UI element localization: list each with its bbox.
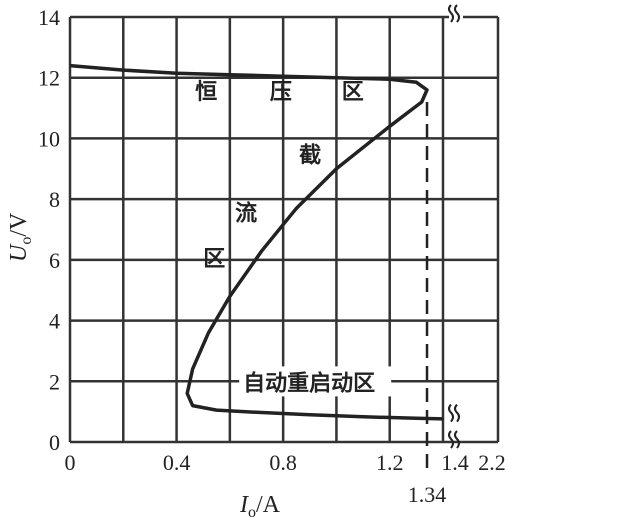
axis-break-icon <box>448 403 454 423</box>
zone-annotation: 区 <box>342 80 364 105</box>
y-tick-label: 8 <box>49 187 60 212</box>
y-tick-label: 12 <box>38 66 60 91</box>
zone-annotation: 截 <box>299 144 321 169</box>
x-tick-label: 1.4 <box>441 450 469 475</box>
x-tick-label: 1.2 <box>376 450 404 475</box>
zone-annotation: 恒 <box>195 79 217 105</box>
zone-annotation: 区 <box>203 247 225 272</box>
y-tick-label: 2 <box>49 369 60 394</box>
x-tick-label: 0.4 <box>163 450 191 475</box>
axis-break-icon <box>454 403 460 423</box>
x-tick-label: 0.8 <box>269 450 297 475</box>
x-axis-label: Io/A <box>239 492 281 519</box>
x-tick-label: 0 <box>65 450 76 475</box>
marker-label: 1.34 <box>408 482 447 507</box>
series-line <box>69 63 444 421</box>
zone-annotation: 压 <box>270 80 292 105</box>
y-tick-label: 0 <box>49 430 60 455</box>
axis-break-icon <box>448 4 454 23</box>
y-tick-label: 6 <box>49 248 60 273</box>
y-tick-label: 14 <box>38 5 60 30</box>
zone-annotation: 自动重启动区 <box>243 370 375 396</box>
y-tick-label: 4 <box>49 309 60 334</box>
axis-break-icon <box>448 430 454 449</box>
axis-break-icon <box>454 4 460 23</box>
annotation-bg <box>239 366 392 397</box>
y-axis-label: Uo/V <box>6 212 35 262</box>
y-tick-label: 10 <box>38 126 60 151</box>
x-tick-label: 2.2 <box>478 450 506 475</box>
zone-annotation: 流 <box>235 200 257 226</box>
axis-break-icon <box>454 430 460 449</box>
